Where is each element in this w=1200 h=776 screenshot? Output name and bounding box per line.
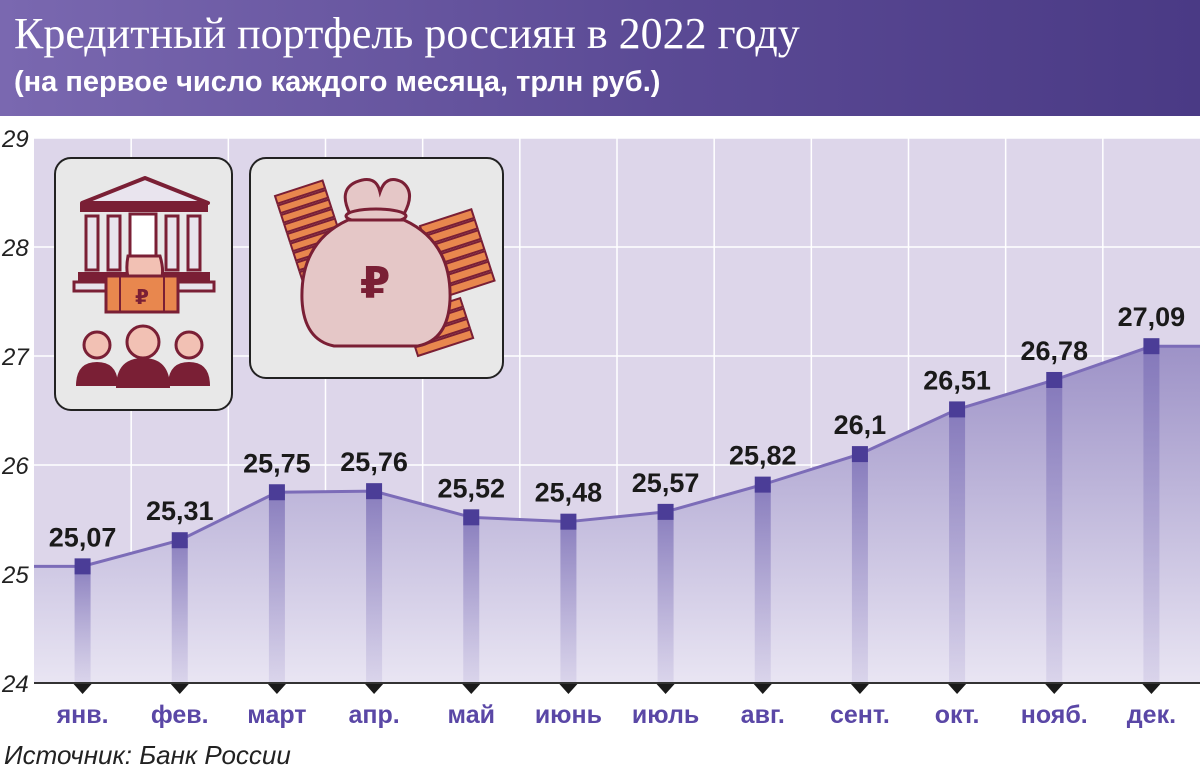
value-column [268,492,285,683]
value-column [754,484,771,683]
value-column [463,517,480,683]
x-tick-label: авг. [741,701,785,729]
data-marker [560,513,577,530]
x-tick-label: апр. [348,701,399,729]
x-tick-mark [73,684,92,694]
data-label: 25,75 [243,448,311,478]
left-icon-card: ₽ [54,157,233,411]
y-tick-label: 25 [1,562,29,589]
x-tick-mark [462,684,481,694]
x-tick-mark [1142,684,1161,694]
chart-subtitle: (на первое число каждого месяца, трлн ру… [14,66,661,98]
data-marker [1046,371,1063,388]
value-column [657,511,674,683]
ruble-symbol: ₽ [360,258,391,309]
x-tick-label: июнь [535,701,602,729]
data-label: 25,52 [437,473,505,503]
x-tick-mark [753,684,772,694]
data-marker [657,503,674,520]
x-tick-mark [850,684,869,694]
area-series [34,346,1200,683]
right-icon-card: ₽ [249,157,504,379]
x-tick-label: июль [632,701,699,729]
x-tick-label: май [448,701,495,729]
value-columns [74,346,1160,683]
x-tick-mark [1045,684,1064,694]
y-tick-label: 27 [1,344,30,371]
value-column [1046,379,1063,683]
data-marker [74,558,91,575]
x-tick-mark [559,684,578,694]
x-tick-mark [948,684,967,694]
x-tick-label: март [247,701,306,729]
y-tick-label: 28 [1,235,29,262]
y-tick-label: 29 [1,126,29,153]
data-label: 25,31 [146,496,214,526]
y-tick-label: 26 [1,453,29,480]
x-tick-label: фев. [151,701,209,729]
value-column [74,566,91,683]
data-label: 25,57 [632,468,700,498]
data-label: 25,07 [49,522,117,552]
value-column [560,521,577,683]
value-column [1143,346,1160,683]
data-marker [851,446,868,463]
data-label: 25,82 [729,441,797,471]
x-tick-label: сент. [830,701,890,729]
x-tick-mark [365,684,384,694]
data-label: 26,78 [1020,336,1088,366]
data-label: 25,48 [535,478,603,508]
y-tick-label: 24 [1,671,29,698]
value-column [171,540,188,683]
ruble-symbol: ₽ [135,285,149,309]
data-marker [463,509,480,526]
data-labels: 25,07 25,31 25,75 25,76 25,52 25,48 25,57 25,82… [49,302,1185,552]
value-column [851,454,868,683]
data-marker [366,483,383,500]
data-label: 25,76 [340,447,408,477]
value-column [366,491,383,683]
x-tick-label: окт. [935,701,980,729]
data-markers [74,338,1160,575]
data-marker [949,401,966,418]
data-marker [1143,338,1160,355]
data-label: 26,1 [834,410,887,440]
people-group-icon [76,324,210,388]
money-bag-ruble-icon: ₽ [300,178,452,348]
banknote-stacks-icon [273,179,496,358]
value-column [949,409,966,683]
x-tick-label: янв. [56,701,109,729]
data-marker [171,532,188,549]
data-marker [268,484,285,501]
x-tick-label: нояб. [1021,701,1088,729]
x-axis-ticks: янв. фев. март апр. май июнь июль авг. сент. окт.… [56,684,1176,729]
x-tick-mark [656,684,675,694]
data-label: 27,09 [1118,302,1186,332]
chart-area: 25,07 25,31 25,75 25,76 25,52 25,48 25,57 25,82… [1,126,1200,729]
hand-with-ruble-box-icon: ₽ [104,212,180,314]
data-label: 26,51 [923,365,991,395]
chart-title: Кредитный портфель россиян в 2022 году [14,9,800,58]
x-tick-mark [170,684,189,694]
header-banner: Кредитный портфель россиян в 2022 году (… [0,0,1200,116]
x-tick-label: дек. [1127,701,1176,729]
y-axis-ticks: 24 25 26 27 28 29 [1,126,30,698]
series-line [34,344,1200,568]
x-tick-mark [267,684,286,694]
data-marker [754,476,771,493]
source-note: Источник: Банк России [4,740,291,770]
